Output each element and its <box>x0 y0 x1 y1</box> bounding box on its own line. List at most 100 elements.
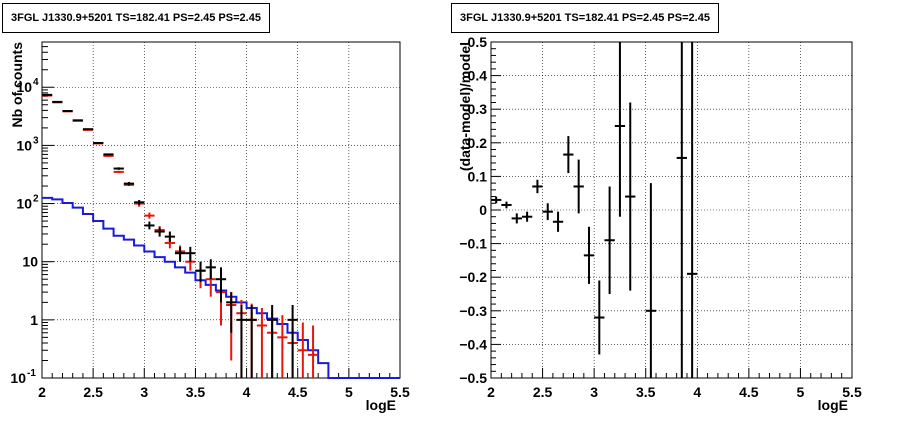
data-point <box>205 259 216 280</box>
residual-point <box>501 201 512 209</box>
right-x-axis-label: logE <box>818 397 848 413</box>
left-y-tick-exponent: -1 <box>27 368 36 379</box>
left-x-tick-label: 5 <box>345 384 353 400</box>
residual-point <box>583 226 595 284</box>
data-point <box>103 153 114 156</box>
residual-point <box>686 42 698 378</box>
data-point <box>62 110 73 113</box>
right-chart-title: 3FGL J1330.9+5201 TS=182.41 PS=2.45 PS=2… <box>451 3 719 33</box>
data-point <box>82 128 94 131</box>
right-x-tick-label: 2 <box>487 384 495 400</box>
data-point <box>195 261 206 282</box>
model-point <box>297 322 308 378</box>
left-y-tick-exponent: 4 <box>33 77 39 88</box>
left-y-tick-label: 10 <box>10 370 26 386</box>
residual-points-series <box>491 42 698 378</box>
data-point <box>164 231 175 242</box>
left-y-tick-exponent: 3 <box>33 135 39 146</box>
data-point <box>154 227 165 237</box>
residual-point <box>542 203 553 221</box>
right-y-tick-label: 0.4 <box>468 68 488 84</box>
data-point <box>93 141 104 144</box>
left-x-tick-label: 2 <box>38 384 46 400</box>
data-point <box>287 305 298 378</box>
data-point <box>134 200 145 205</box>
left-x-tick-label: 5.5 <box>390 384 410 400</box>
residual-point <box>532 179 543 194</box>
model-point <box>307 325 319 378</box>
residual-point <box>645 183 657 378</box>
data-point <box>215 267 227 303</box>
data-point <box>72 119 83 122</box>
residual-point <box>676 42 687 378</box>
left-x-tick-label: 3.5 <box>186 384 206 400</box>
right-y-tick-label: −0.2 <box>459 269 487 285</box>
left-x-axis-label: logE <box>366 397 396 413</box>
data-point <box>236 305 247 378</box>
left-y-tick-label: 1 <box>30 312 38 328</box>
left-y-tick-label: 10 <box>16 196 32 212</box>
left-y-tick-label: 10 <box>16 79 32 95</box>
right-x-tick-label: 4.5 <box>739 384 759 400</box>
right-y-axis-label: (data-model)/model <box>457 42 473 171</box>
right-y-tick-label: 0.2 <box>468 135 488 151</box>
data-point <box>185 246 196 262</box>
model-point <box>256 307 268 378</box>
residual-point <box>604 186 615 294</box>
left-grid <box>42 42 400 378</box>
residual-point <box>563 136 574 174</box>
data-point <box>226 292 237 333</box>
left-y-tick-exponent: 2 <box>33 194 39 205</box>
right-x-tick-label: 3 <box>590 384 598 400</box>
right-x-tick-label: 5.5 <box>842 384 862 400</box>
right-y-axis: −0.5 −0.4 −0.3 −0.2 −0.1 0 0.1 0.2 0.3 0.4 0.5(dat… <box>457 34 501 386</box>
model-points-series <box>42 94 319 378</box>
left-x-tick-label: 2.5 <box>83 384 103 400</box>
right-y-tick-label: 0.5 <box>468 34 488 50</box>
right-x-tick-label: 5 <box>797 384 805 400</box>
right-x-tick-label: 2.5 <box>533 384 553 400</box>
data-point <box>42 93 53 96</box>
left-y-tick-label: 10 <box>22 254 38 270</box>
left-chart-title: 3FGL J1330.9+5201 TS=182.41 PS=2.45 PS=2… <box>2 3 270 33</box>
model-point <box>144 212 155 219</box>
model-point <box>113 170 124 174</box>
right-y-tick-label: 0.1 <box>468 168 488 184</box>
data-points-series <box>42 93 298 378</box>
residual-point <box>491 196 502 204</box>
right-grid <box>491 42 852 378</box>
data-point <box>144 221 155 230</box>
data-point <box>52 100 63 103</box>
residual-point <box>552 211 564 232</box>
residual-point <box>573 159 584 214</box>
model-point <box>277 315 288 378</box>
left-y-axis-label: Nb of counts <box>9 42 25 128</box>
right-y-tick-label: −0.4 <box>459 336 487 352</box>
left-x-tick-label: 4.5 <box>288 384 308 400</box>
left-x-tick-label: 4 <box>243 384 251 400</box>
right-y-tick-label: 0 <box>479 202 487 218</box>
residual-point <box>521 211 533 222</box>
residual-point <box>614 42 626 217</box>
residual-point <box>511 213 522 224</box>
data-point <box>123 181 135 186</box>
left-y-tick-label: 10 <box>16 137 32 153</box>
right-x-tick-label: 4 <box>693 384 701 400</box>
residual-point <box>594 280 605 355</box>
left-x-tick-label: 3 <box>140 384 148 400</box>
left-plot-frame <box>41 41 401 379</box>
data-point <box>174 246 186 262</box>
right-x-tick-label: 3.5 <box>636 384 656 400</box>
right-y-tick-label: 0.3 <box>468 101 488 117</box>
data-point <box>246 305 257 378</box>
right-y-tick-label: −0.1 <box>459 236 487 252</box>
right-y-tick-label: −0.3 <box>459 303 487 319</box>
residual-point <box>625 102 636 291</box>
data-point <box>113 167 124 170</box>
data-point <box>267 305 278 378</box>
right-y-tick-label: −0.5 <box>459 370 487 386</box>
